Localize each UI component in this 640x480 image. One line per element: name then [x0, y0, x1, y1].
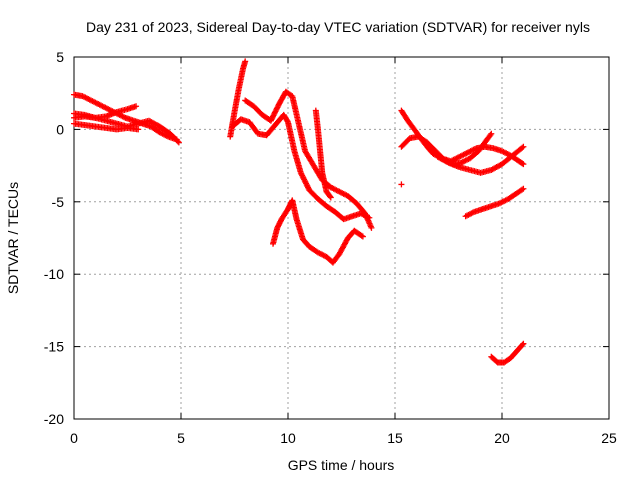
y-tick-label: 0 — [56, 121, 64, 137]
tick-labels: 0 5 10 15 20 25 -20 -15 -10 -5 0 5 — [44, 49, 617, 446]
data-point — [269, 113, 276, 120]
data-point — [300, 175, 307, 182]
series-track-l — [398, 130, 495, 168]
data-point — [297, 169, 304, 176]
data-point — [368, 224, 375, 231]
y-tick-label: -5 — [52, 194, 65, 210]
data-point — [359, 233, 366, 240]
series-track-c — [71, 103, 140, 121]
data-point — [175, 139, 182, 146]
data-point — [299, 172, 306, 179]
data-point — [519, 160, 526, 167]
x-tick-label: 25 — [601, 430, 617, 446]
data-point — [274, 104, 281, 111]
data-point — [398, 181, 405, 188]
data-point — [174, 138, 181, 145]
y-tick-label: -15 — [44, 339, 64, 355]
data-point — [520, 340, 527, 347]
series-track-j — [398, 181, 405, 188]
y-tick-label: 5 — [56, 49, 64, 65]
series-track-n — [462, 185, 527, 220]
data-point — [272, 108, 279, 115]
data-point — [520, 185, 527, 192]
data-point — [519, 186, 526, 193]
data-point — [298, 171, 305, 178]
data-point — [271, 111, 278, 118]
series-track-o — [488, 340, 527, 366]
y-tick-label: -20 — [44, 411, 64, 427]
data-point — [444, 158, 451, 165]
data-point — [268, 116, 275, 123]
series-track-h — [312, 107, 334, 201]
data-point — [273, 107, 280, 114]
x-tick-label: 10 — [280, 430, 296, 446]
data-point — [270, 112, 277, 119]
data-point — [273, 105, 280, 112]
data-point — [135, 126, 142, 133]
data-point — [133, 103, 140, 110]
data-point — [284, 117, 291, 124]
plot-area-frame — [73, 56, 610, 420]
data-point — [301, 177, 308, 184]
data-point — [326, 193, 333, 200]
y-tick-label: -10 — [44, 266, 64, 282]
series-track-g — [242, 88, 375, 231]
data-point — [242, 58, 249, 65]
data-point — [304, 183, 311, 190]
x-tick-label: 20 — [494, 430, 510, 446]
data-point — [487, 131, 494, 138]
data-point — [271, 109, 278, 116]
data-point — [301, 176, 308, 183]
series-track-i — [270, 197, 366, 266]
series-track-m — [434, 143, 527, 176]
data-point — [302, 179, 309, 186]
data-point — [519, 341, 526, 348]
x-tick-label: 0 — [70, 430, 78, 446]
data-marks — [71, 58, 527, 366]
data-point — [488, 130, 495, 137]
data-point — [275, 103, 282, 110]
x-axis-label: GPS time / hours — [288, 457, 395, 473]
data-point — [358, 232, 365, 239]
data-point — [520, 161, 527, 168]
data-point — [305, 184, 312, 191]
data-point — [303, 181, 310, 188]
data-point — [269, 115, 276, 122]
grid — [74, 57, 609, 419]
data-point — [327, 194, 334, 201]
data-point — [299, 173, 306, 180]
x-tick-label: 5 — [177, 430, 185, 446]
y-axis-label: SDTVAR / TECUs — [5, 182, 21, 294]
chart-title: Day 231 of 2023, Sidereal Day-to-day VTE… — [86, 19, 590, 35]
x-tick-label: 15 — [387, 430, 403, 446]
series-track-d — [71, 120, 142, 133]
data-point — [520, 143, 527, 150]
data-point — [303, 180, 310, 187]
data-point — [519, 144, 526, 151]
data-point — [267, 117, 274, 124]
ticks — [73, 56, 610, 420]
